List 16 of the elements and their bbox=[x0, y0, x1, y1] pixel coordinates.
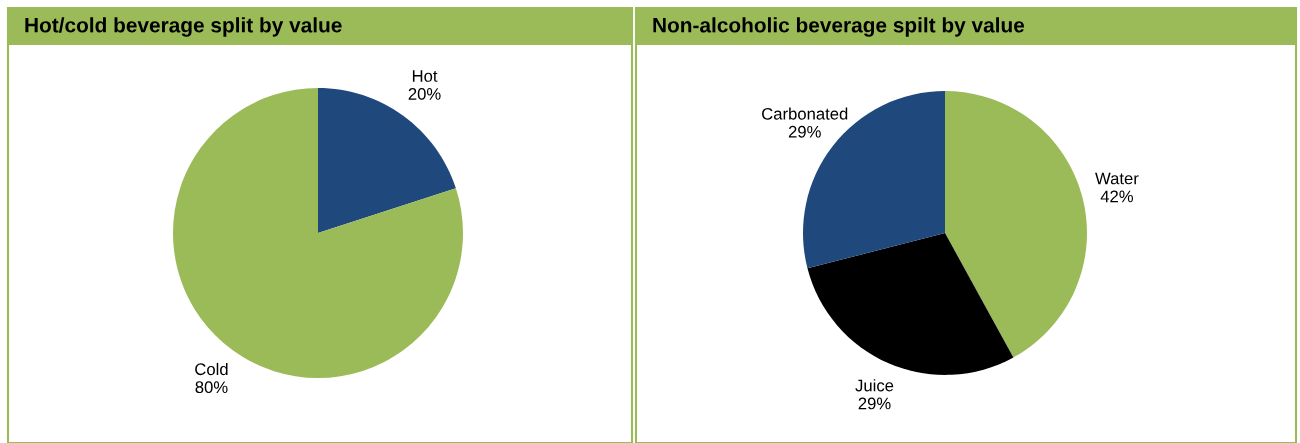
pie-slice bbox=[807, 233, 1014, 375]
slice-label: Hot bbox=[412, 70, 438, 82]
pie-slice bbox=[173, 88, 463, 378]
data-label: 20% bbox=[408, 88, 441, 100]
data-label: 42% bbox=[1100, 190, 1134, 203]
chart-title: Non-alcoholic beverage spilt by value bbox=[653, 17, 1025, 37]
data-label: 29% bbox=[788, 125, 821, 138]
slice-label: Carbonated bbox=[762, 107, 848, 120]
pie-slice bbox=[318, 88, 456, 233]
slice-label: Juice bbox=[855, 379, 894, 392]
data-label: 29% bbox=[858, 397, 891, 410]
data-label: 80% bbox=[195, 381, 228, 394]
slice-label: Cold bbox=[195, 362, 228, 376]
slice-label: Water bbox=[1095, 172, 1139, 185]
chart-title: Hot/cold beverage split by value bbox=[25, 17, 342, 37]
pie-slice bbox=[945, 91, 1087, 358]
